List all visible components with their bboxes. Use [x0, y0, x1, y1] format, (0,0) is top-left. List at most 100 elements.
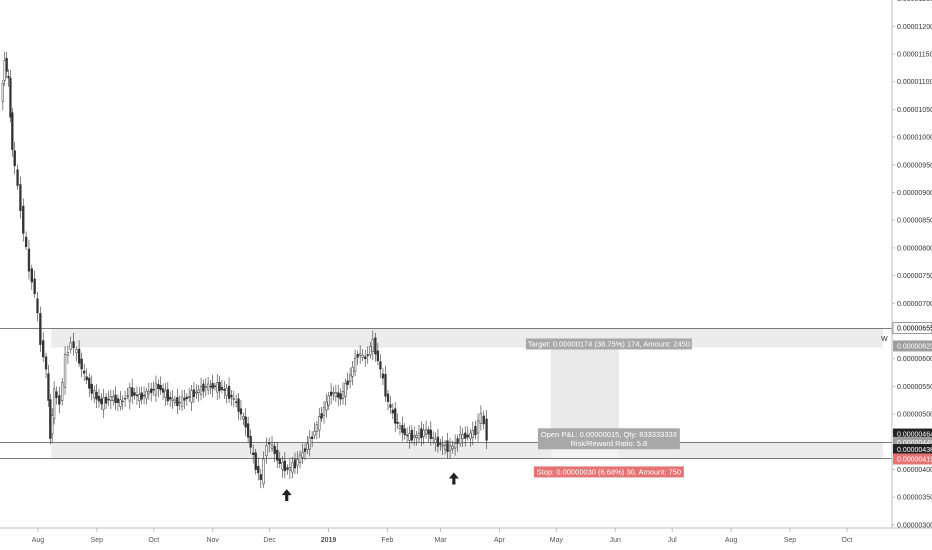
- price-tick-label: 0.00000300: [897, 522, 932, 529]
- candle-body: [157, 384, 160, 389]
- position-layer: [550, 345, 620, 459]
- price-tag-4: [893, 444, 932, 456]
- candle-body: [97, 395, 101, 402]
- price-tick-label: 0.00000900: [897, 190, 932, 197]
- candle-body: [288, 466, 292, 471]
- candle-body: [30, 268, 33, 283]
- candle-body: [242, 416, 245, 420]
- candle-body: [16, 169, 19, 186]
- price-tick-label: 0.00001150: [897, 52, 932, 59]
- candle-body: [371, 339, 374, 352]
- price-tick-label: 0.00001200: [897, 24, 932, 31]
- pnl-label: Open P&L: 0.00000015, Qty: 833333333: [541, 430, 677, 439]
- ratio-label: Risk/Reward Ratio: 5.8: [571, 439, 648, 448]
- time-axis[interactable]: Aug Sep Oct Nov Dec 2019 Feb Mar Apr May Jun Jul Aug…: [0, 527, 932, 544]
- candle-body: [171, 398, 174, 402]
- candle-body: [42, 340, 45, 358]
- candle-body: [77, 348, 81, 364]
- candle-body: [353, 357, 357, 372]
- candle-body: [237, 398, 240, 412]
- candle-body: [439, 443, 442, 445]
- candle-body: [446, 440, 449, 453]
- candle-body: [138, 394, 141, 402]
- candle-body: [11, 112, 14, 150]
- pnl-box-bg: [537, 428, 680, 450]
- candle-body: [410, 430, 413, 441]
- candle-body: [265, 445, 268, 456]
- candle-body: [254, 452, 257, 470]
- candle-body: [283, 460, 286, 472]
- candle-body: [107, 398, 110, 401]
- candle-body: [278, 458, 281, 465]
- candle-body: [286, 467, 289, 470]
- candle-body: [202, 383, 205, 392]
- candle-body: [405, 434, 409, 437]
- candle-body: [112, 396, 115, 401]
- position-labels-layer: Target: 0.00000174 (38.75%) 174, Amount:…: [525, 338, 692, 478]
- candle-body: [301, 452, 304, 458]
- time-tick-label: Sep: [91, 537, 104, 544]
- time-tick-label: Aug: [32, 537, 45, 544]
- candle-body: [114, 394, 117, 404]
- time-tick-label: Dec: [263, 537, 276, 544]
- time-tick-label: Aug: [725, 537, 738, 544]
- candle-body: [83, 370, 86, 374]
- candle-body: [102, 397, 105, 410]
- candle-body: [334, 392, 338, 398]
- candle-body: [72, 341, 75, 349]
- candle-body: [341, 391, 345, 399]
- candle-body: [80, 358, 83, 370]
- candle-body: [391, 409, 394, 414]
- candle-body: [195, 391, 198, 394]
- candle-body: [291, 462, 294, 473]
- candle-body: [216, 382, 219, 393]
- candle-body: [384, 374, 387, 397]
- stop-label-bg: [533, 466, 684, 478]
- price-tick-label: 0.00001000: [897, 135, 932, 142]
- hlines-layer: [0, 328, 892, 459]
- time-tick-label: Nov: [206, 537, 219, 544]
- candle-body: [398, 425, 402, 429]
- price-tag-0: [892, 322, 932, 335]
- candle-body: [436, 436, 440, 447]
- candle-body: [325, 401, 328, 411]
- candle-body: [7, 76, 10, 79]
- candle-body: [332, 391, 335, 394]
- candle-body: [361, 354, 364, 358]
- candle-body: [88, 377, 91, 389]
- candle-body: [36, 298, 39, 314]
- candle-body: [401, 425, 404, 433]
- candle-body: [199, 386, 203, 395]
- candle-body: [192, 389, 196, 397]
- candle-body: [424, 429, 428, 435]
- candle-body: [204, 386, 207, 388]
- candle-body: [190, 390, 193, 403]
- candle-body: [394, 408, 397, 424]
- candle-body: [61, 382, 64, 401]
- candle-body: [232, 398, 235, 401]
- candle-body: [142, 394, 146, 397]
- candle-body: [166, 389, 169, 402]
- time-tick-label: Jun: [610, 537, 621, 544]
- price-tick-label: 0.00000400: [897, 467, 932, 474]
- price-tick-label: 0.00000800: [897, 245, 932, 252]
- candle-body: [133, 392, 136, 396]
- time-tick-label: 2019: [321, 537, 337, 544]
- candle-body: [123, 398, 127, 400]
- price-tick-label: 0.00001250: [897, 0, 932, 3]
- candle-body: [262, 458, 265, 485]
- candle-body: [135, 394, 139, 397]
- candle-body: [376, 350, 380, 362]
- price-tag-label: 0.00000464: [897, 432, 932, 439]
- candle-body: [227, 385, 231, 399]
- candle-body: [75, 349, 78, 354]
- candle-body: [246, 423, 250, 438]
- candle-body: [206, 383, 210, 391]
- candle-body: [211, 383, 214, 389]
- time-tick-label: Mar: [435, 537, 448, 544]
- candle-body: [218, 381, 221, 391]
- candle-body: [482, 415, 485, 425]
- candle-body: [427, 429, 430, 435]
- candle-body: [116, 398, 120, 403]
